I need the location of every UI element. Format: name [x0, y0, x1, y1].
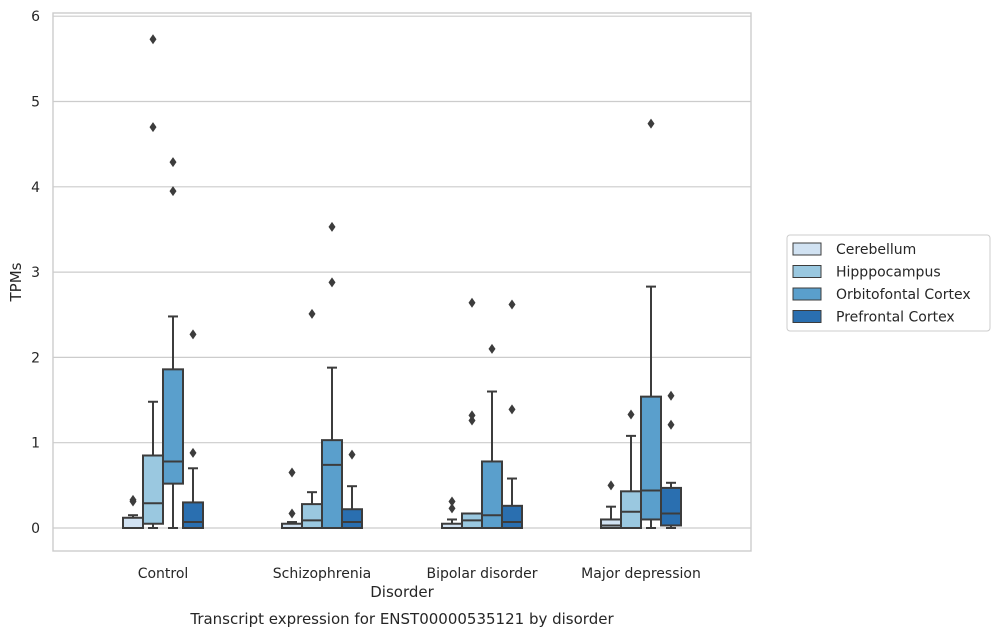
legend-swatch	[792, 310, 822, 323]
outlier-point	[488, 343, 496, 354]
outlier-point	[348, 449, 356, 460]
outlier-point	[328, 221, 336, 232]
y-tick-label: 5	[31, 95, 40, 111]
outlier-point	[468, 410, 476, 421]
outlier-point	[308, 308, 316, 319]
box-orbitofontal-cortex-bipolar-disorder	[481, 343, 503, 529]
y-tick-label: 3	[31, 265, 40, 281]
iqr-box	[341, 508, 363, 530]
outlier-point	[288, 467, 296, 478]
outlier-point	[169, 186, 177, 197]
outlier-point	[288, 508, 296, 519]
outlier-point	[448, 503, 456, 514]
legend-label: Orbitofontal Cortex	[836, 287, 971, 303]
box-hipppocampus-control	[142, 34, 164, 529]
y-tick-label: 4	[31, 180, 40, 196]
x-tick-label-bipolar-disorder: Bipolar disorder	[426, 566, 537, 582]
legend-swatch	[792, 265, 822, 278]
box-plots	[122, 34, 682, 530]
x-tick-label-control: Control	[138, 566, 189, 582]
outlier-point	[189, 447, 197, 458]
outlier-point	[508, 299, 516, 310]
x-axis-title: Disorder	[370, 583, 434, 601]
iqr-box	[122, 516, 144, 529]
box-cerebellum-major-depression	[600, 480, 622, 529]
legend-swatch	[792, 242, 822, 256]
outlier-point	[149, 34, 157, 45]
y-axis-title: TPMs	[7, 262, 25, 302]
legend-item-prefrontal-cortex: Prefrontal Cortex	[792, 310, 955, 326]
outlier-point	[468, 297, 476, 308]
outlier-point	[189, 329, 197, 340]
iqr-box	[321, 439, 343, 529]
iqr-box	[640, 395, 662, 521]
iqr-box	[660, 486, 682, 527]
outlier-point	[468, 415, 476, 426]
legend-item-hipppocampus: Hipppocampus	[792, 265, 941, 281]
iqr-box	[501, 504, 523, 529]
outlier-point	[129, 494, 137, 505]
iqr-box	[142, 454, 164, 525]
outlier-point	[169, 157, 177, 168]
iqr-box	[162, 368, 184, 485]
outlier-point	[328, 277, 336, 288]
legend: Cerebellum Hipppocampus Orbitofontal Corte…	[786, 234, 991, 332]
outlier-point	[607, 480, 615, 491]
y-tick-label: 2	[31, 350, 40, 366]
outlier-point	[627, 409, 635, 420]
legend-label: Hipppocampus	[836, 265, 941, 281]
outlier-point	[647, 118, 655, 129]
outlier-point	[448, 496, 456, 507]
y-tick-label: 1	[31, 436, 40, 452]
box-hipppocampus-bipolar-disorder	[461, 297, 483, 530]
box-orbitofontal-cortex-control	[162, 157, 184, 529]
legend-label: Prefrontal Cortex	[836, 310, 955, 326]
y-axis-ticks: 0 1 2 3 4 5 6	[31, 9, 40, 537]
legend-label: Cerebellum	[836, 242, 916, 258]
box-prefrontal-cortex-bipolar-disorder	[501, 299, 523, 529]
box-prefrontal-cortex-major-depression	[660, 390, 682, 529]
box-orbitofontal-cortex-schizophrenia	[321, 221, 343, 529]
iqr-box	[301, 503, 323, 529]
legend-item-cerebellum: Cerebellum	[792, 242, 916, 258]
legend-item-orbitofontal-cortex: Orbitofontal Cortex	[792, 287, 971, 303]
box-orbitofontal-cortex-major-depression	[640, 118, 662, 529]
outlier-point	[667, 419, 675, 430]
iqr-box	[600, 518, 622, 529]
outlier-point	[508, 404, 516, 415]
legend-frame	[786, 234, 991, 332]
iqr-box	[182, 501, 204, 530]
y-tick-label: 0	[31, 521, 40, 537]
iqr-box	[620, 490, 642, 530]
outlier-point	[667, 390, 675, 401]
box-cerebellum-control	[122, 494, 144, 529]
box-prefrontal-cortex-schizophrenia	[341, 449, 363, 530]
x-axis-ticks: Control Schizophrenia Bipolar disorder Majo…	[138, 566, 701, 582]
box-cerebellum-bipolar-disorder	[441, 496, 463, 529]
chart-title: Transcript expression for ENST0000053512…	[189, 610, 614, 628]
box-hipppocampus-schizophrenia	[301, 308, 323, 529]
outlier-point	[149, 122, 157, 133]
iqr-box	[481, 460, 503, 529]
y-tick-label: 6	[31, 9, 40, 25]
x-tick-label-schizophrenia: Schizophrenia	[273, 566, 371, 582]
box-cerebellum-schizophrenia	[281, 467, 303, 529]
box-hipppocampus-major-depression	[620, 409, 642, 530]
legend-swatch	[792, 287, 822, 301]
x-tick-label-major-depression: Major depression	[581, 566, 701, 582]
box-prefrontal-cortex-control	[182, 329, 204, 530]
plot-area-frame	[52, 12, 752, 552]
